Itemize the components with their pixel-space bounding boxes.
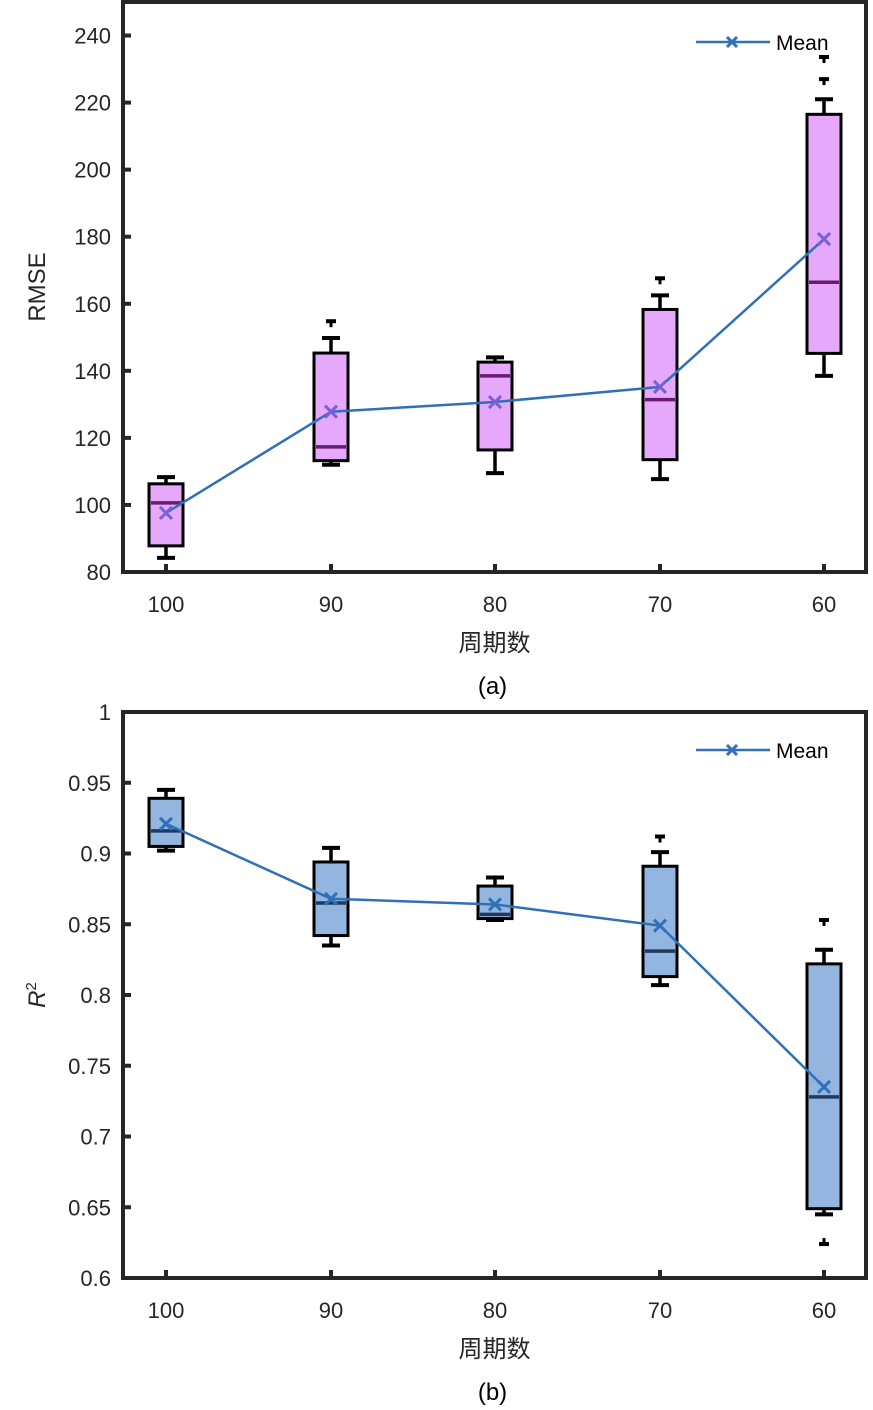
mean-marker bbox=[487, 394, 503, 410]
legend: Mean bbox=[696, 740, 829, 763]
legend-marker-icon bbox=[725, 35, 739, 49]
y-tick-label: 80 bbox=[87, 560, 111, 585]
box-100 bbox=[147, 787, 185, 853]
legend-marker-icon bbox=[725, 743, 739, 757]
y-axis-title: RMSE bbox=[24, 252, 51, 321]
legend-label: Mean bbox=[776, 32, 829, 55]
y-tick-label: 120 bbox=[74, 426, 111, 451]
plot-frame bbox=[121, 0, 868, 574]
y-tick-label: 180 bbox=[74, 225, 111, 250]
y-tick-label: 0.9 bbox=[80, 842, 111, 867]
y-tick-label: 240 bbox=[74, 24, 111, 49]
y-tick-label: 160 bbox=[74, 292, 111, 317]
x-tick-label: 100 bbox=[148, 592, 185, 617]
mean-marker bbox=[816, 231, 832, 247]
box-80 bbox=[476, 355, 514, 476]
x-tick-label: 70 bbox=[648, 1298, 672, 1323]
x-tick-label: 100 bbox=[148, 1298, 185, 1323]
mean-marker bbox=[816, 1079, 832, 1095]
box-70 bbox=[641, 834, 679, 988]
x-tick-label: 80 bbox=[483, 592, 507, 617]
mean-marker bbox=[652, 379, 668, 394]
y-tick-label: 0.7 bbox=[80, 1125, 111, 1150]
y-tick-label: 0.65 bbox=[68, 1195, 111, 1220]
y-axis-title: R2 bbox=[23, 982, 51, 1008]
mean-marker bbox=[652, 918, 668, 933]
plot-frame bbox=[121, 710, 868, 1280]
y-tick-label: 200 bbox=[74, 158, 111, 183]
box-100 bbox=[147, 475, 185, 560]
x-tick-label: 90 bbox=[319, 1298, 343, 1323]
box-80 bbox=[476, 875, 514, 923]
panel-caption: (b) bbox=[478, 1379, 507, 1406]
y-tick-label: 0.6 bbox=[80, 1266, 111, 1291]
mean-marker bbox=[323, 404, 339, 419]
x-tick-label: 60 bbox=[812, 1298, 836, 1323]
y-tick-label: 0.95 bbox=[68, 771, 111, 796]
iqr-box bbox=[312, 351, 350, 463]
mean-marker bbox=[487, 897, 503, 912]
x-tick-label: 80 bbox=[483, 1298, 507, 1323]
x-axis-title: 周期数 bbox=[459, 630, 531, 657]
iqr-box bbox=[641, 864, 679, 979]
iqr-box bbox=[805, 112, 843, 355]
y-tick-label: 1 bbox=[99, 700, 111, 725]
chart-panel-b: 0.6 0.65 0.7 0.75 0.8 0.85 0.9 0.95 1 100 90 80 70 60… bbox=[23, 700, 868, 1406]
mean-line bbox=[165, 822, 825, 1088]
legend: Mean bbox=[696, 32, 829, 55]
y-tick-label: 140 bbox=[74, 359, 111, 384]
mean-marker bbox=[158, 505, 174, 521]
panel-caption: (a) bbox=[478, 673, 507, 700]
box-60 bbox=[805, 918, 843, 1247]
iqr-box bbox=[641, 307, 679, 462]
x-tick-label: 90 bbox=[319, 592, 343, 617]
box-60 bbox=[805, 54, 843, 378]
mean-marker bbox=[158, 816, 174, 831]
chart-panel-a: 80 100 120 140 160 180 200 220 240 100 90 80 70 60 周期数… bbox=[24, 0, 868, 700]
legend-label: Mean bbox=[776, 740, 829, 763]
x-tick-label: 60 bbox=[812, 592, 836, 617]
box-70 bbox=[641, 276, 679, 482]
x-axis-title: 周期数 bbox=[459, 1336, 531, 1363]
y-tick-label: 220 bbox=[74, 91, 111, 116]
mean-marker bbox=[323, 891, 339, 906]
y-tick-label: 0.85 bbox=[68, 912, 111, 937]
y-tick-label: 100 bbox=[74, 493, 111, 518]
y-tick-label: 0.75 bbox=[68, 1054, 111, 1079]
box-90 bbox=[312, 319, 350, 467]
x-tick-label: 70 bbox=[648, 592, 672, 617]
box-90 bbox=[312, 845, 350, 948]
y-tick-label: 0.8 bbox=[80, 983, 111, 1008]
